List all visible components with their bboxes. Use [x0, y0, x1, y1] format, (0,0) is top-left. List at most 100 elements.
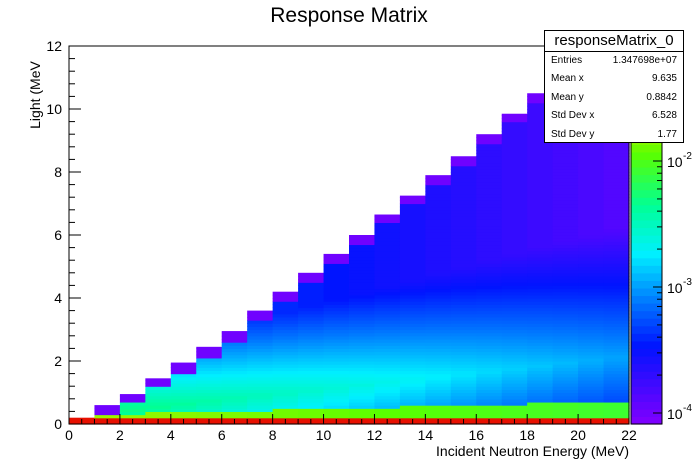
heatmap-cell — [578, 162, 605, 167]
heatmap-cell — [476, 190, 503, 195]
heatmap-cell — [374, 304, 401, 309]
heatmap-cell — [578, 414, 605, 419]
heatmap-cell — [450, 313, 477, 318]
x-tick-label: 20 — [570, 427, 586, 443]
colorbar-segment — [631, 325, 662, 334]
stats-value: 9.635 — [651, 73, 677, 85]
heatmap-cell — [552, 206, 579, 211]
heatmap-cell — [247, 332, 274, 337]
heatmap-cell — [247, 379, 274, 384]
heatmap-cell — [374, 357, 401, 362]
heatmap-cell — [221, 411, 248, 416]
heatmap-cell — [298, 379, 325, 384]
heatmap-cell — [527, 269, 554, 274]
heatmap-cell — [221, 335, 248, 340]
y-tick-label: 0 — [54, 416, 62, 432]
heatmap-cell — [527, 212, 554, 217]
heatmap-cell — [298, 401, 325, 406]
heatmap-cell — [527, 203, 554, 208]
heatmap-cell — [221, 345, 248, 349]
colorbar-tick-exponent: -2 — [683, 151, 692, 162]
heatmap-cell — [323, 411, 350, 416]
heatmap-cell — [476, 338, 503, 343]
colorbar-segment — [631, 287, 662, 297]
heatmap-cell — [552, 405, 579, 409]
heatmap-cell — [603, 162, 630, 167]
heatmap-cell — [603, 395, 630, 400]
heatmap-cell — [578, 408, 605, 412]
heatmap-cell — [323, 401, 350, 406]
heatmap-cell — [527, 181, 554, 186]
heatmap-cell — [476, 203, 503, 208]
heatmap-cell — [247, 383, 274, 387]
heatmap-cell — [527, 272, 554, 277]
heatmap-cell — [221, 338, 248, 343]
heatmap-cell — [399, 195, 426, 198]
heatmap-cell — [374, 288, 401, 293]
heatmap-cell — [247, 326, 274, 331]
heatmap-cell — [196, 398, 223, 403]
heatmap-cell — [476, 250, 503, 255]
heatmap-cell — [603, 168, 630, 173]
heatmap-cell — [527, 279, 554, 283]
heatmap-cell — [374, 373, 401, 378]
heatmap-cell — [399, 294, 426, 299]
heatmap-cell — [196, 354, 223, 359]
heatmap-cell — [578, 172, 605, 176]
colorbar-segment — [631, 250, 662, 259]
heatmap-cell — [323, 266, 350, 271]
heatmap-cell — [399, 291, 426, 296]
heatmap-cell — [527, 168, 554, 173]
heatmap-cell — [476, 219, 503, 223]
heatmap-cell — [170, 370, 197, 375]
heatmap-cell — [552, 291, 579, 296]
heatmap-cell — [501, 260, 528, 264]
heatmap-cell — [221, 364, 248, 368]
heatmap-cell — [578, 288, 605, 293]
heatmap-cell — [476, 149, 503, 154]
heatmap-cell — [603, 294, 630, 299]
heatmap-cell — [349, 291, 376, 296]
heatmap-cell — [374, 411, 401, 416]
heatmap-cell — [476, 335, 503, 340]
heatmap-cell — [578, 165, 605, 170]
heatmap-cell — [374, 401, 401, 406]
heatmap-cell — [323, 282, 350, 286]
heatmap-cell — [349, 282, 376, 286]
heatmap-cell — [527, 194, 554, 198]
heatmap-cell — [527, 231, 554, 236]
heatmap-cell — [374, 389, 401, 394]
heatmap-cell — [527, 238, 554, 242]
heatmap-cell — [578, 222, 605, 227]
heatmap-cell — [247, 313, 274, 318]
heatmap-cell — [272, 361, 299, 365]
heatmap-cell — [119, 394, 146, 397]
heatmap-cell — [399, 323, 426, 327]
heatmap-cell — [374, 379, 401, 384]
heatmap-cell — [501, 165, 528, 170]
heatmap-cell — [527, 96, 554, 101]
heatmap-cell — [450, 266, 477, 271]
heatmap-cell — [578, 316, 605, 321]
heatmap-cell — [476, 298, 503, 302]
heatmap-cell — [578, 241, 605, 246]
heatmap-cell — [476, 288, 503, 293]
heatmap-cell — [501, 301, 528, 305]
heatmap-cell — [527, 137, 554, 142]
heatmap-cell — [552, 162, 579, 167]
heatmap-cell — [374, 272, 401, 277]
heatmap-cell — [603, 389, 630, 394]
heatmap-cell — [272, 370, 299, 375]
heatmap-cell — [247, 376, 274, 381]
heatmap-cell — [603, 231, 630, 236]
heatmap-cell — [476, 357, 503, 362]
heatmap-cell — [603, 146, 630, 151]
heatmap-cell — [425, 342, 452, 346]
heatmap-cell — [578, 244, 605, 249]
heatmap-cell — [374, 219, 401, 223]
heatmap-cell — [578, 231, 605, 236]
heatmap-cell — [527, 357, 554, 362]
heatmap-cell — [272, 342, 299, 346]
heatmap-cell — [578, 184, 605, 189]
heatmap-cell — [425, 411, 452, 416]
